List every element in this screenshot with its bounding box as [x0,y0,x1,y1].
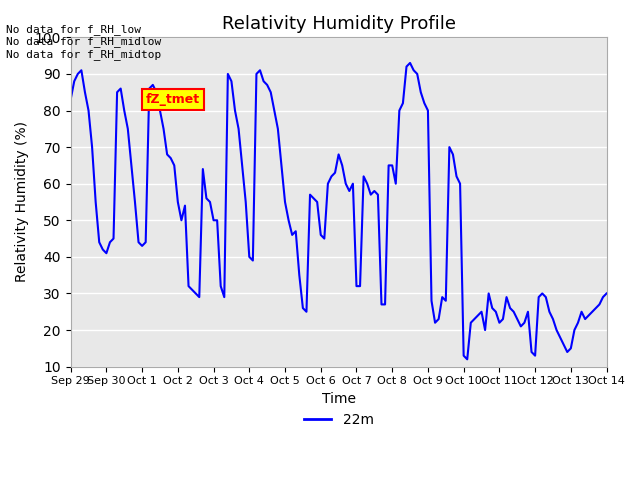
X-axis label: Time: Time [322,392,356,406]
Text: No data for f_RH_low
No data for f_RH_midlow
No data for f_RH_midtop: No data for f_RH_low No data for f_RH_mi… [6,24,162,60]
Text: fZ_tmet: fZ_tmet [146,93,200,106]
Title: Relativity Humidity Profile: Relativity Humidity Profile [221,15,456,33]
Legend: 22m: 22m [298,407,379,432]
Y-axis label: Relativity Humidity (%): Relativity Humidity (%) [15,121,29,283]
